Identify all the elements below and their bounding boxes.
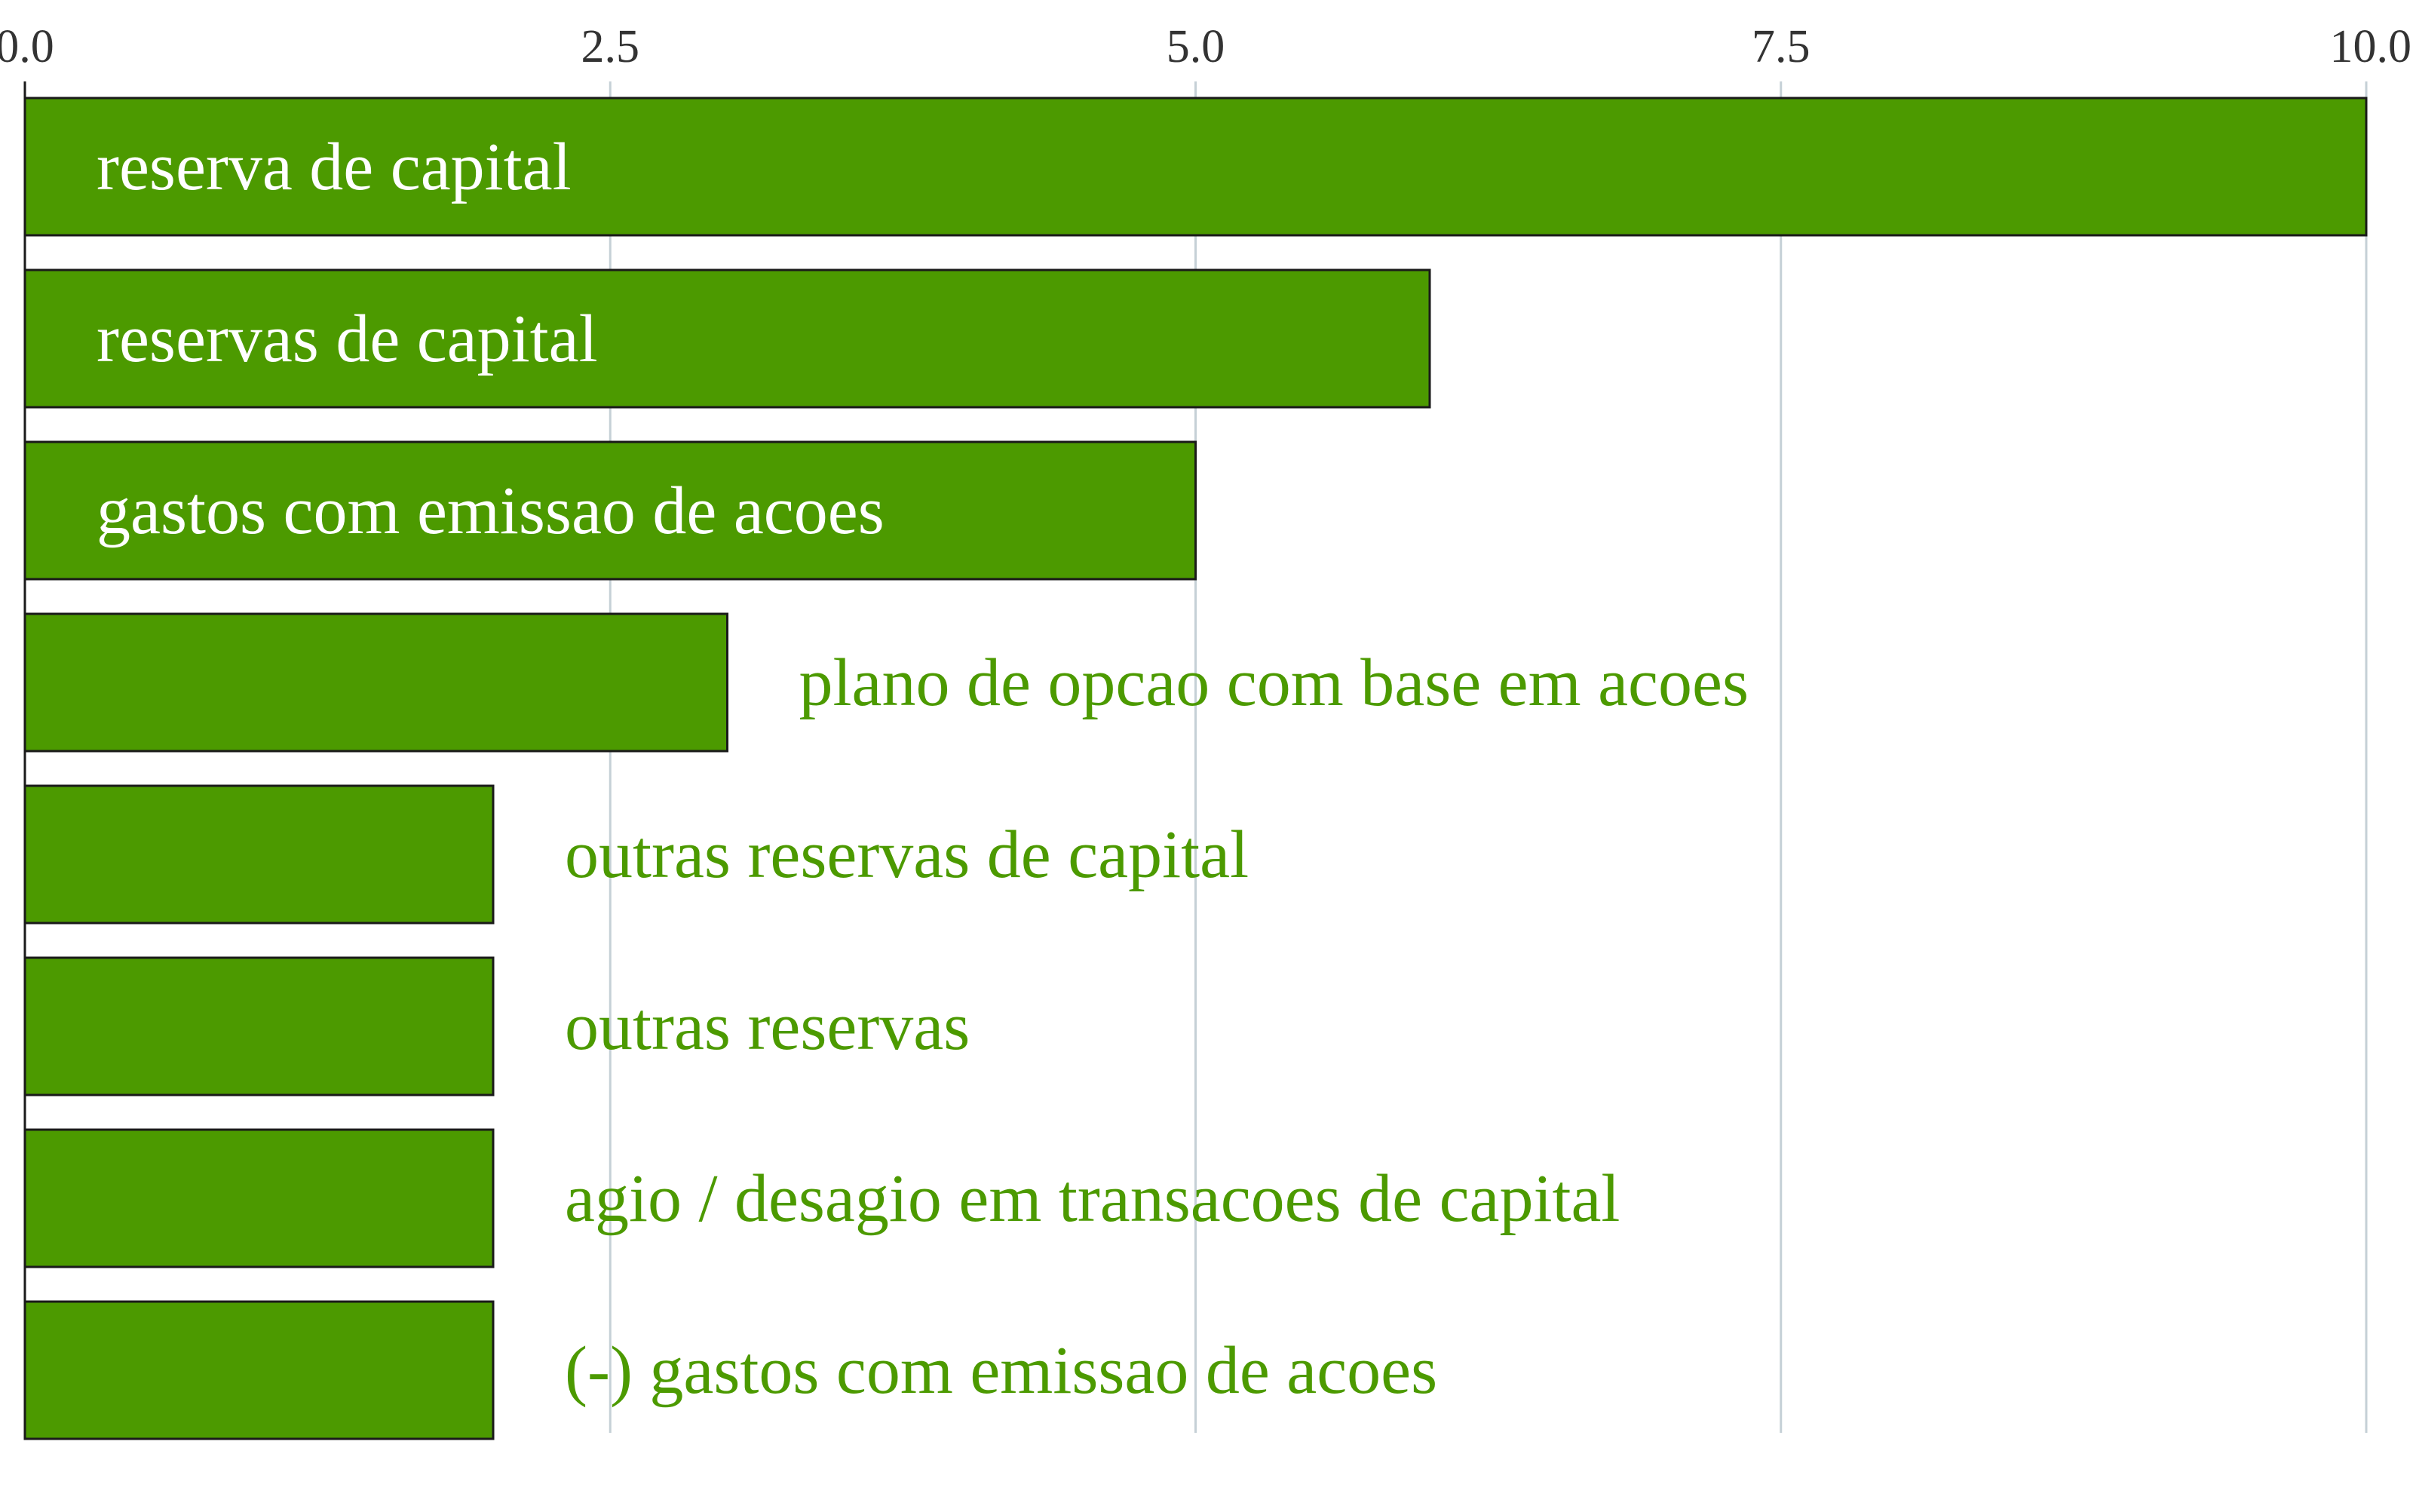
x-axis-ticks: 0.0 2.5 5.0 7.5 10.0 <box>0 21 2411 72</box>
bars <box>23 97 2368 1440</box>
bar-labels: reserva de capital reservas de capital gas… <box>97 130 1749 1408</box>
bar <box>23 268 1431 409</box>
bar <box>23 97 2368 237</box>
bar-label: outras reservas de capital <box>565 817 1249 892</box>
bar-label: (-) gastos com emissao de acoes <box>565 1333 1437 1408</box>
bar-label: agio / desagio em transacoes de capital <box>565 1161 1620 1236</box>
bar-label: reservas de capital <box>97 302 598 376</box>
x-tick-label: 5.0 <box>1167 21 1225 72</box>
bar <box>23 440 1197 581</box>
bar <box>23 956 495 1096</box>
x-tick-label: 0.0 <box>0 21 54 72</box>
bar-label: gastos com emissao de acoes <box>97 474 885 548</box>
x-tick-label: 7.5 <box>1752 21 1811 72</box>
bar <box>23 784 495 925</box>
bar-label: reserva de capital <box>97 130 572 204</box>
bar-label: plano de opcao com base em acoes <box>799 646 1749 720</box>
bar <box>23 612 728 753</box>
x-tick-label: 10.0 <box>2330 21 2412 72</box>
bar <box>23 1300 495 1440</box>
bar-label: outras reservas <box>565 989 970 1064</box>
bar <box>23 1128 495 1268</box>
x-tick-label: 2.5 <box>581 21 640 72</box>
